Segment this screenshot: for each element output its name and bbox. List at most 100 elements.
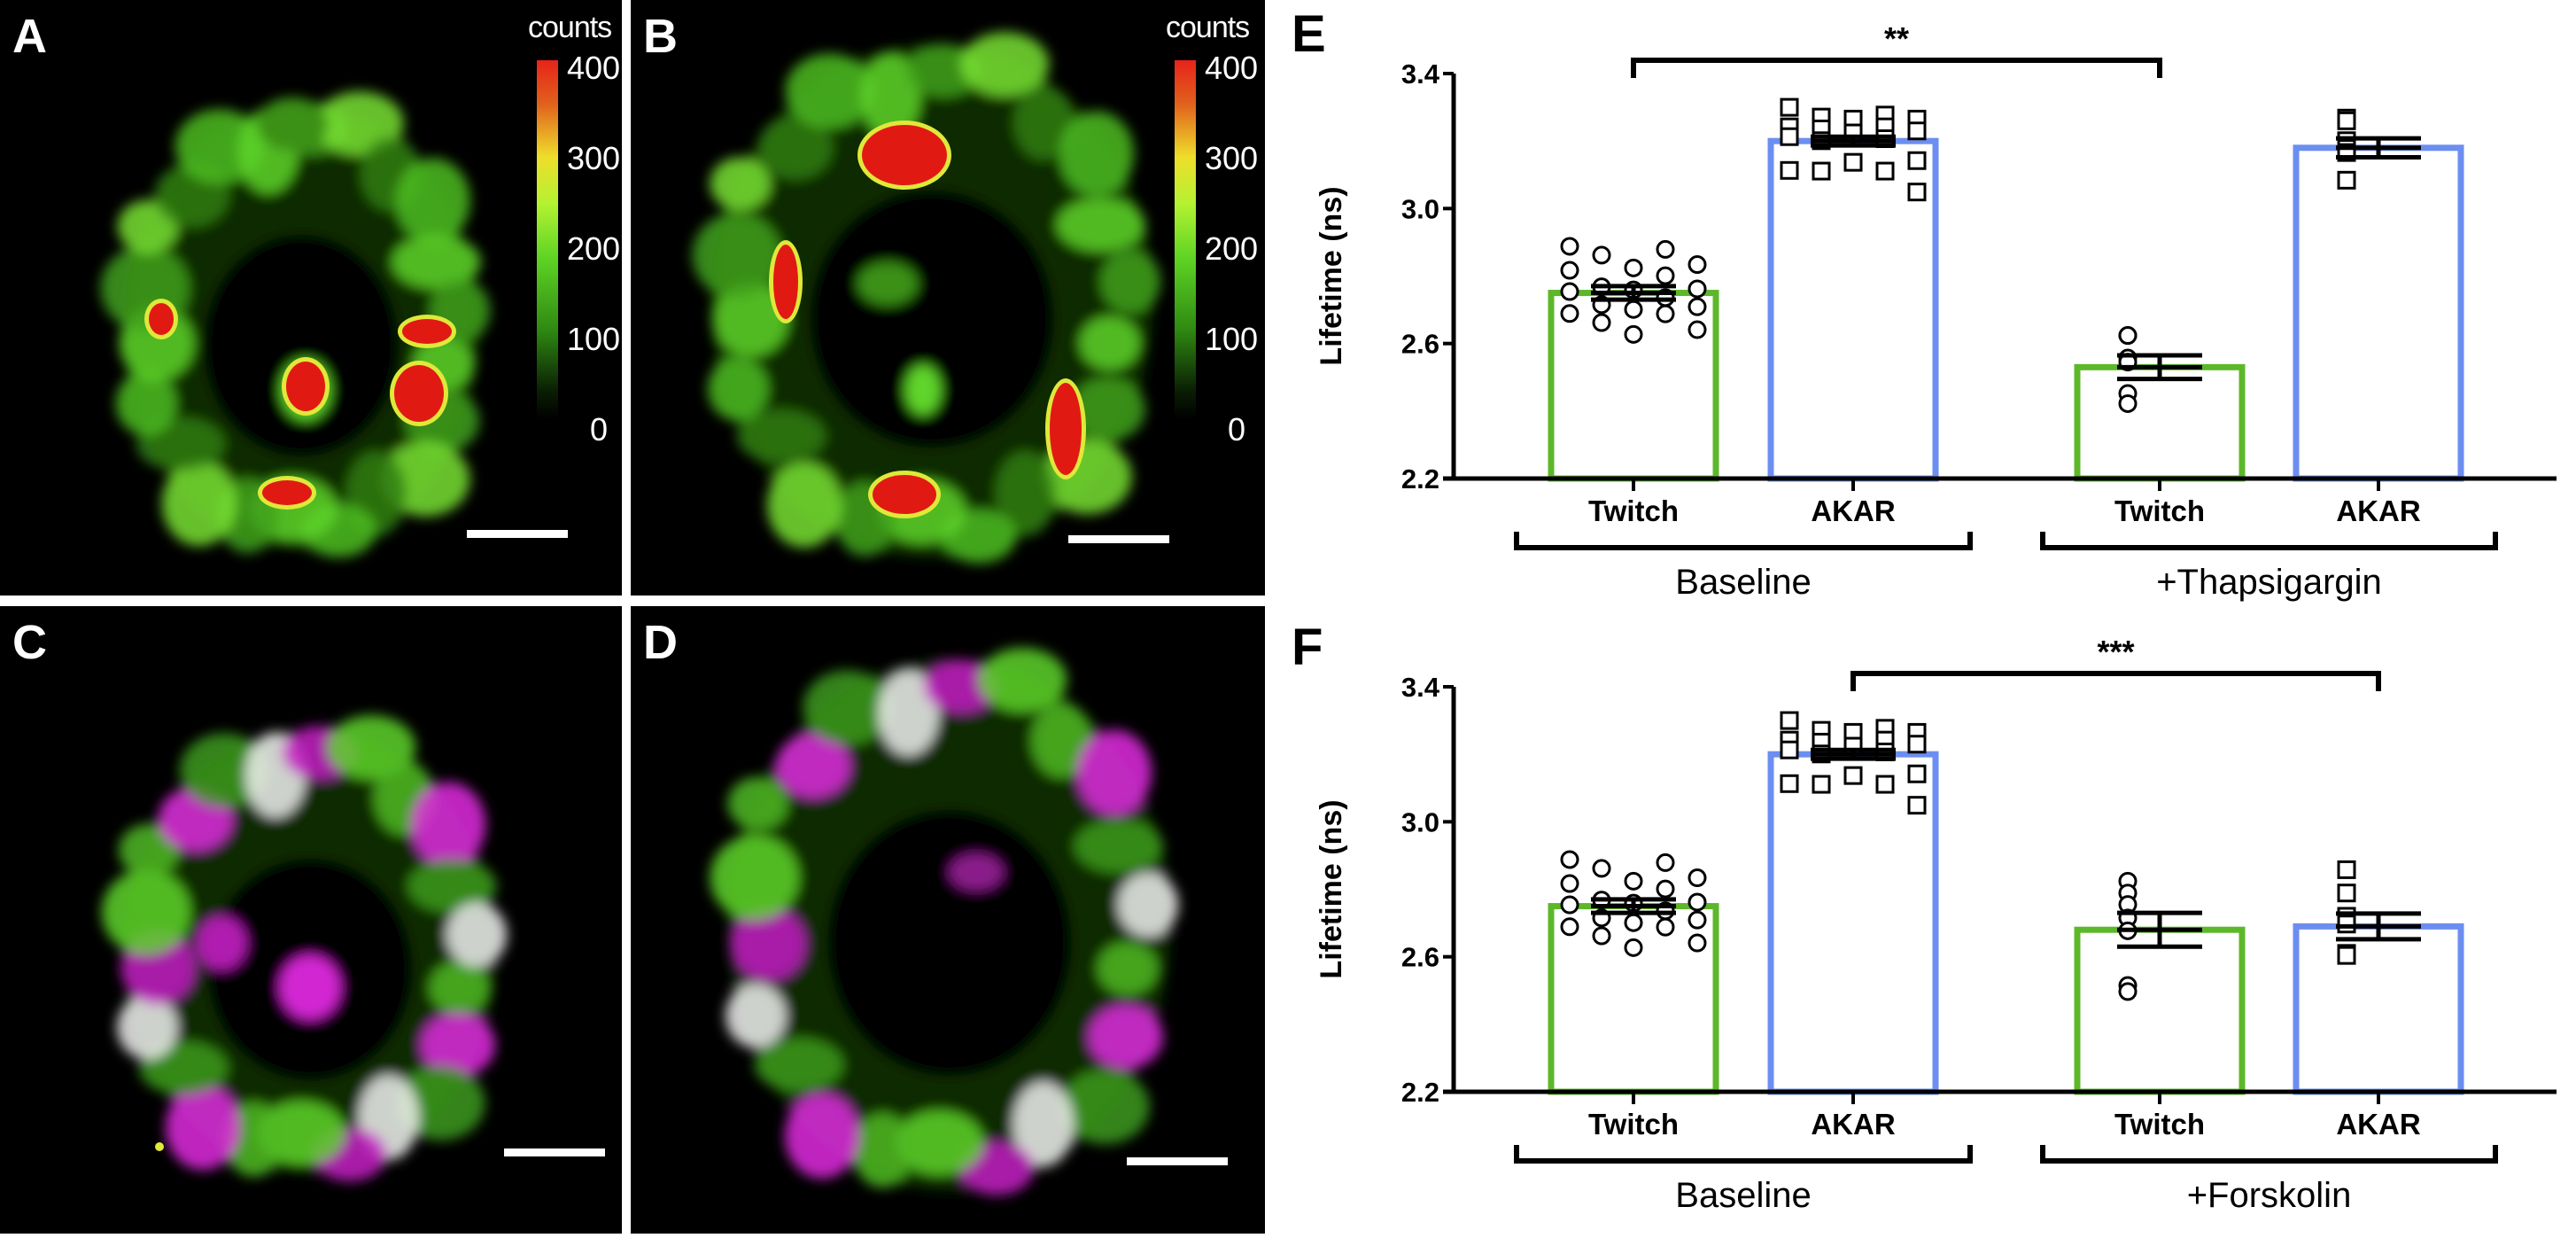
y-axis-label: Lifetime (ns) [1315,799,1348,978]
cell [407,859,497,913]
y-tick-label: 3.4 [1401,672,1440,703]
x-tick-label: AKAR [2336,1108,2420,1141]
cell [950,854,1003,890]
data-point-circle [1560,850,1579,869]
organoid [710,648,1179,1195]
cell [411,782,486,868]
colorbar-title: counts [1166,11,1250,44]
bar-twitch [1548,903,1719,1095]
micrograph-panel-b: B counts 400 300 200 100 0 [631,0,1265,596]
cell [429,961,490,1015]
micrograph-panel-d: D [631,606,1265,1234]
cell [1079,316,1140,370]
hotspots [155,1142,164,1151]
data-point-square [1780,97,1799,117]
cell [179,733,268,808]
panel-label: B [643,10,678,63]
data-point-square [1812,775,1831,794]
data-point-circle [1592,313,1611,332]
cell [692,213,781,299]
cell [803,670,892,745]
data-point-square [1907,151,1927,170]
cell [1057,198,1146,252]
data-point-square [2337,170,2356,190]
cell [1088,1005,1163,1070]
data-point-circle [1560,917,1579,937]
y-tick-label: 2.6 [1401,942,1439,973]
cell [852,1113,913,1188]
colorbar-tick: 300 [1205,140,1259,176]
colorbar [1175,60,1196,419]
cell [1013,85,1075,160]
cell [101,869,190,955]
cell [775,734,850,798]
data-point-circle [1688,255,1707,275]
data-point-circle [1560,261,1579,280]
cell-hotspot [402,319,452,344]
organoid-lumen [810,191,1054,448]
bar-akar [2293,923,2464,1095]
data-point-circle [1560,304,1579,323]
micrograph-panel-c: C [0,606,622,1234]
data-point-circle [1688,297,1707,316]
x-tick-label: Twitch [1588,1108,1679,1141]
cell [395,158,470,244]
cell-edge [155,1142,164,1151]
x-tick-label: Twitch [2114,494,2205,527]
data-point-circle [1688,279,1707,299]
data-point-square [1843,766,1863,785]
group-label: +Forskolin [2187,1176,2352,1215]
data-point-square [1780,127,1799,146]
hotspots [769,121,1086,518]
data-point-square [1843,152,1863,172]
data-point-circle [1560,874,1579,893]
cell [710,157,771,211]
cell-image [710,648,1179,1195]
significance-bracket [1851,671,2381,691]
cell [731,907,806,982]
cell [878,670,939,756]
scale-bar [1068,535,1169,543]
cell-image [100,91,491,557]
data-point-circle [1624,258,1643,277]
chart-e: E Lifetime (ns) 2.2 2.6 3.0 3.4 Twitch AKAR Twit… [1276,0,2576,620]
cell-hotspot [1050,383,1082,475]
data-point-circle [1688,892,1707,912]
data-point-circle [1688,868,1707,888]
cell [257,97,328,151]
data-point-circle [1656,239,1675,259]
cell [960,32,1050,97]
cell-hotspot [262,480,312,505]
cell [392,235,481,289]
bar-akar [2293,144,2464,482]
cell [995,451,1056,537]
cell [1070,377,1145,441]
data-point-circle [1560,282,1579,301]
cell [1077,729,1152,815]
cell [905,365,941,415]
chart-f-svg: F Lifetime (ns) 2.2 2.6 3.0 3.4 Twitch AKAR Twit… [1292,619,2557,1215]
cell [1118,872,1179,937]
panel-label: F [1292,619,1323,676]
data-point-circle [1592,245,1611,265]
x-tick-label: AKAR [2336,494,2420,527]
cell [736,409,826,463]
data-point-square [1780,740,1799,759]
data-point-circle [2118,982,2138,1001]
colorbar [537,60,558,419]
y-tick-label: 2.2 [1401,463,1439,494]
bar-twitch [2074,363,2246,482]
cell-image [692,32,1161,564]
data-point-circle [2118,326,2138,346]
cell [197,916,246,969]
organoid [101,715,508,1181]
cell-hotspot [286,362,325,411]
data-point-circle [1624,913,1643,932]
y-tick-label: 3.0 [1401,806,1439,837]
panel-label: C [12,616,47,669]
data-point-circle [1656,879,1675,899]
data-point-circle [1688,910,1707,930]
cell [421,1013,496,1078]
data-point-circle [1656,266,1675,285]
cell-hotspot [773,245,798,319]
